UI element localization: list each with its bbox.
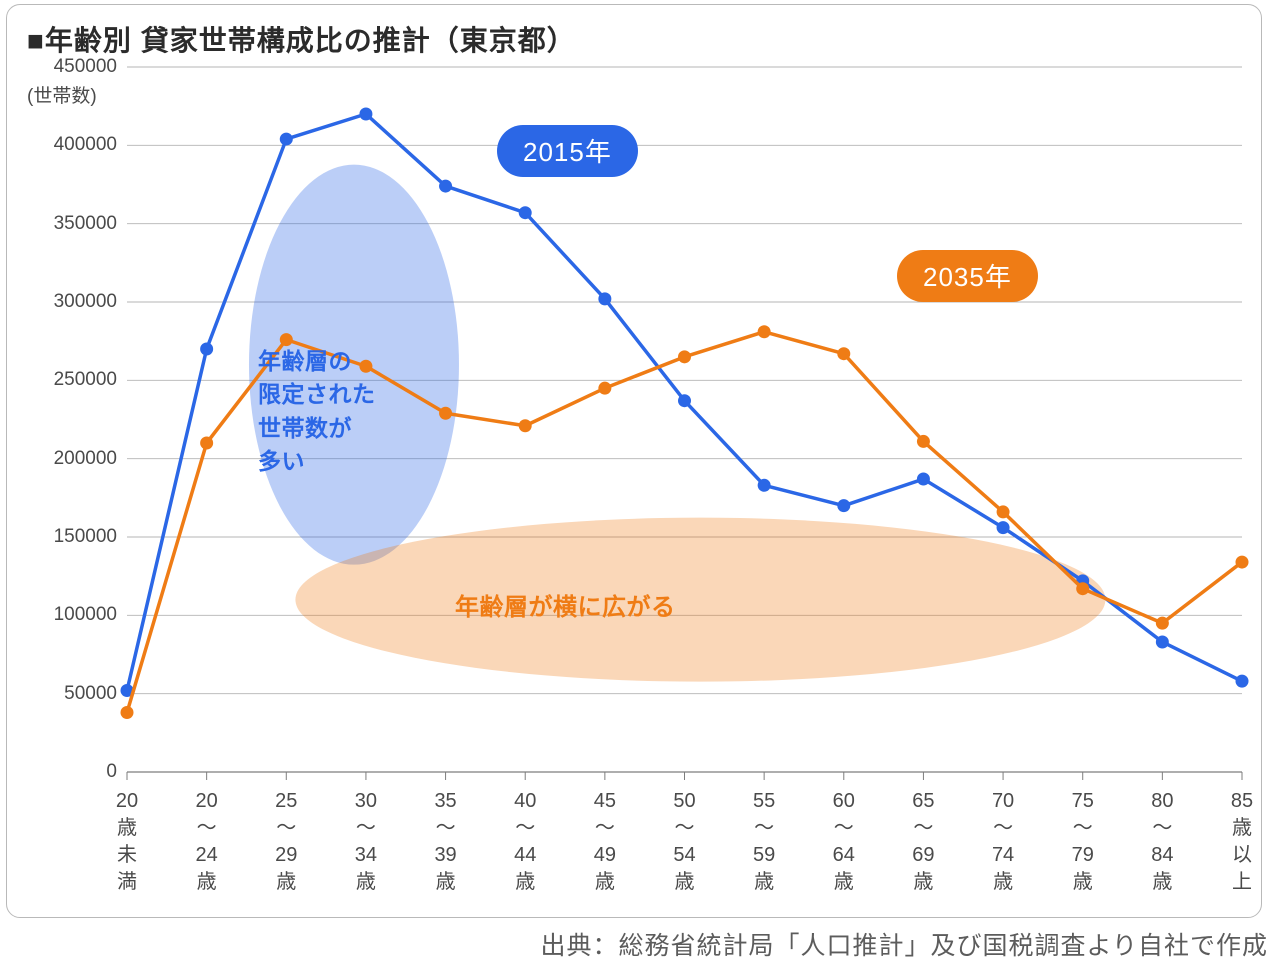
y-tick-label: 250000	[27, 369, 117, 391]
y-tick-label: 150000	[27, 526, 117, 548]
x-tick-label: 25〜29歳	[274, 788, 298, 896]
y-tick-label: 400000	[27, 134, 117, 156]
y-tick-label: 50000	[27, 683, 117, 705]
x-tick-label: 65〜69歳	[911, 788, 935, 896]
y-tick-label: 200000	[27, 448, 117, 470]
x-tick-label: 55〜59歳	[752, 788, 776, 896]
x-tick-label: 50〜54歳	[673, 788, 697, 896]
x-tick-label: 85歳以上	[1230, 788, 1254, 896]
source-text: 出典：総務省統計局「人口推計」及び国税調査より自社で作成	[0, 926, 1268, 962]
x-tick-label: 75〜79歳	[1071, 788, 1095, 896]
series-label-pill: 2035年	[897, 250, 1038, 302]
x-tick-label: 40〜44歳	[513, 788, 537, 896]
x-tick-label: 80〜84歳	[1150, 788, 1174, 896]
x-tick-label: 20〜24歳	[195, 788, 219, 896]
y-axis-unit-label: (世帯数)	[27, 81, 97, 108]
series-label-pill: 2015年	[497, 125, 638, 177]
y-tick-label: 300000	[27, 291, 117, 313]
y-tick-label: 0	[27, 761, 117, 783]
x-tick-label: 20歳未満	[115, 788, 139, 896]
y-tick-label: 100000	[27, 604, 117, 626]
x-tick-label: 45〜49歳	[593, 788, 617, 896]
x-tick-label: 30〜34歳	[354, 788, 378, 896]
annotation-blue: 年齢層の限定された世帯数が多い	[258, 345, 376, 478]
chart-frame: ■年齢別 貸家世帯構成比の推計（東京都） 0500001000001500002…	[6, 4, 1262, 918]
y-tick-label: 350000	[27, 213, 117, 235]
y-tick-label: 450000	[27, 56, 117, 78]
annotation-orange: 年齢層が横に広がる	[455, 587, 676, 622]
x-tick-label: 70〜74歳	[991, 788, 1015, 896]
x-tick-label: 60〜64歳	[832, 788, 856, 896]
x-tick-label: 35〜39歳	[434, 788, 458, 896]
